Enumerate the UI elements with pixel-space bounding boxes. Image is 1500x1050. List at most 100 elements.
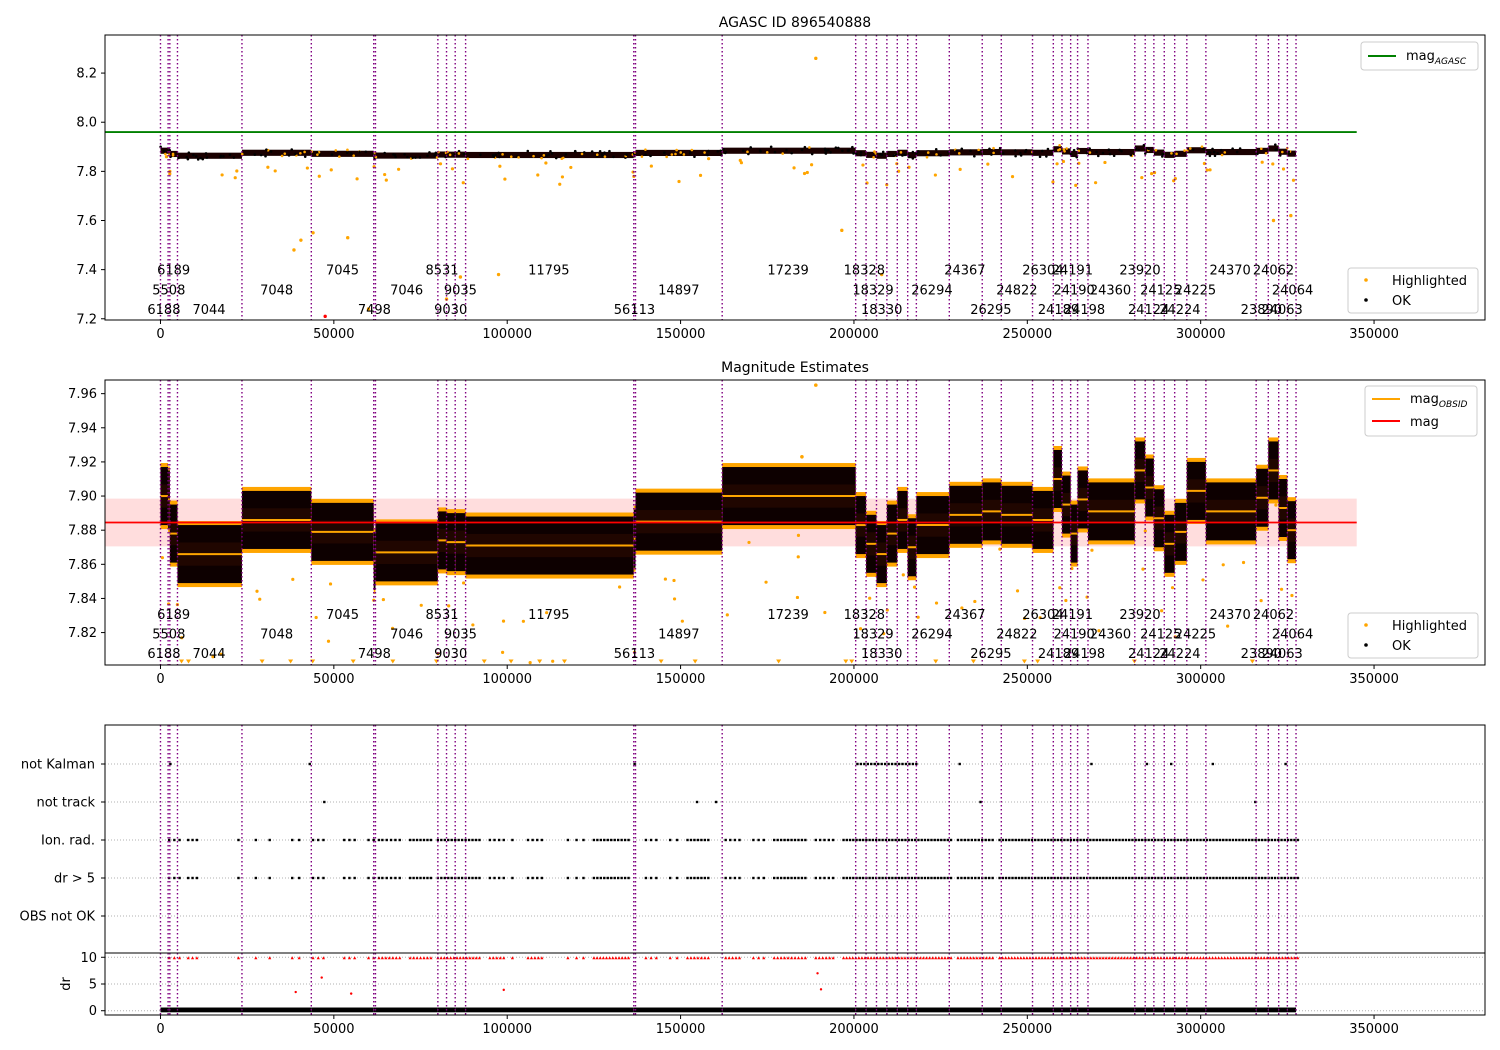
- ok-point: [808, 146, 811, 149]
- highlighted-point: [1291, 178, 1296, 182]
- flag-marker: [408, 838, 412, 842]
- flag-marker: [845, 838, 848, 842]
- ok-point: [851, 145, 854, 149]
- dr-capped-marker: [972, 956, 976, 960]
- flag-marker: [866, 762, 870, 766]
- flag-marker: [540, 876, 544, 880]
- flag-marker: [610, 838, 613, 842]
- flag-marker: [1179, 838, 1183, 842]
- ok-point: [674, 152, 677, 156]
- flag-marker: [1166, 838, 1170, 842]
- ok-point: [836, 146, 840, 150]
- dr-ok-24125: [1153, 1007, 1165, 1013]
- highlighted-outlier: [496, 272, 501, 277]
- ok-point: [640, 155, 644, 158]
- flag-marker: [1222, 876, 1225, 880]
- dr-capped-marker: [1013, 956, 1017, 960]
- highlighted-point: [438, 162, 443, 166]
- dr-capped-marker: [1262, 956, 1266, 960]
- flag-marker: [865, 838, 868, 842]
- dr-capped-marker: [1189, 956, 1193, 960]
- obsid-label: 7048: [260, 283, 293, 298]
- y-tick-label: 0: [89, 1004, 97, 1019]
- flag-marker: [1264, 838, 1267, 842]
- dr-capped-marker: [1101, 956, 1105, 960]
- flag-marker: [1251, 838, 1254, 842]
- flag-marker: [998, 876, 1001, 880]
- flag-marker: [1040, 876, 1043, 880]
- flag-marker: [450, 838, 453, 842]
- highlighted-point: [419, 603, 423, 607]
- ok-band-24126: [1164, 151, 1175, 158]
- flag-marker: [814, 838, 818, 842]
- legend-mag: magOBSID mag: [1364, 385, 1478, 437]
- flag-marker: [526, 838, 530, 842]
- highlighted-point: [934, 601, 939, 605]
- highlighted-point: [266, 165, 270, 169]
- flag-marker: [1001, 838, 1005, 842]
- flag-marker: [191, 838, 194, 842]
- dr-capped-marker: [689, 956, 693, 960]
- dr-capped-marker: [347, 956, 352, 960]
- ok-point: [1024, 148, 1028, 152]
- flag-marker: [793, 876, 797, 880]
- ok-point: [204, 152, 208, 155]
- flag-marker: [901, 762, 904, 766]
- dr-capped-marker: [236, 956, 241, 960]
- ok-point: [1216, 152, 1219, 155]
- dr-capped-marker: [940, 956, 944, 960]
- ok-point: [1062, 148, 1066, 151]
- ok-band-7044: [177, 152, 242, 159]
- ok-point: [1260, 147, 1263, 151]
- flag-marker: [675, 876, 679, 880]
- ok-band-24064: [1287, 150, 1297, 157]
- flag-marker: [536, 876, 539, 880]
- flag-marker: [178, 838, 181, 842]
- ok-point: [1161, 153, 1164, 156]
- flag-marker: [907, 876, 910, 880]
- ok-point: [1046, 147, 1050, 151]
- flag-marker: [956, 876, 960, 880]
- highlighted-point: [747, 540, 751, 545]
- flag-marker: [887, 876, 891, 880]
- ok-point: [693, 155, 696, 159]
- ok-point: [1183, 149, 1186, 152]
- ok-point: [960, 147, 964, 151]
- obsid-label: 17239: [767, 608, 808, 623]
- dr-capped-marker: [1104, 956, 1108, 960]
- flag-marker: [1021, 876, 1024, 880]
- ok-point: [688, 152, 692, 155]
- ok-point: [196, 158, 200, 161]
- flag-marker: [187, 876, 190, 880]
- y-tick-label: 7.88: [68, 524, 97, 539]
- obsid-label: 18330: [861, 303, 902, 318]
- ok-point: [790, 151, 793, 155]
- flag-marker: [1244, 838, 1248, 842]
- ok-point: [1274, 143, 1277, 146]
- dr-capped-marker: [821, 956, 825, 960]
- ok-point: [1108, 152, 1112, 156]
- flag-marker: [173, 876, 176, 880]
- flag-marker: [1170, 762, 1173, 766]
- x-tick-label: 350000: [1349, 1022, 1399, 1037]
- ok-point: [517, 156, 520, 159]
- highlighted-point: [1064, 598, 1068, 603]
- obsid-label: 24191: [1052, 264, 1093, 279]
- highlighted-point: [958, 167, 962, 171]
- dr-capped-marker: [1040, 956, 1044, 960]
- ok-band-23890: [1256, 147, 1269, 154]
- flag-marker: [900, 876, 904, 880]
- y-tick-label: 7.92: [68, 455, 97, 470]
- ok-point: [723, 151, 727, 155]
- flag-marker: [979, 800, 982, 804]
- flag-marker: [599, 838, 603, 842]
- flag-marker: [974, 838, 977, 842]
- highlighted-point: [805, 170, 809, 175]
- flag-marker: [783, 838, 786, 842]
- dr-capped-marker: [881, 956, 886, 960]
- ok-point: [990, 153, 993, 156]
- flag-marker: [1082, 838, 1086, 842]
- flag-marker: [1030, 838, 1034, 842]
- flag-marker: [443, 838, 446, 842]
- dr-capped-marker: [1256, 956, 1260, 960]
